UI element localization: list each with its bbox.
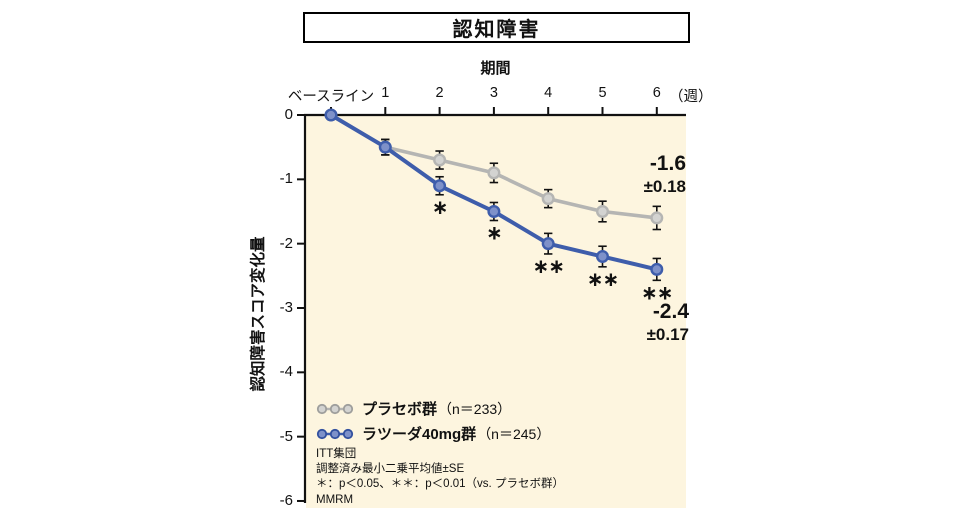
footnote-method: 調整済み最小二乗平均値±SE xyxy=(316,463,465,476)
placebo-legend-marker-icon xyxy=(316,403,354,414)
legend-item-latuda: ラツーダ40mg群 （n＝245） xyxy=(316,421,550,446)
latuda-legend-n: （n＝245） xyxy=(477,425,551,442)
legend: プラセボ群 （n＝233） ラツーダ40mg群 （n＝245） xyxy=(316,396,550,446)
latuda-endpoint-value: -2.4 xyxy=(652,300,689,323)
legend-item-placebo: プラセボ群 （n＝233） xyxy=(316,396,550,421)
latuda-legend-marker-icon xyxy=(316,428,354,439)
significance-marker: ∗ xyxy=(432,197,448,219)
y-tick-label: -5 xyxy=(279,427,293,445)
significance-marker: ∗∗ xyxy=(641,282,673,304)
footnote-population: ITT集団 xyxy=(316,448,357,460)
latuda-data-point xyxy=(378,140,392,154)
placebo-endpoint-annotation: -1.6 ±0.18 xyxy=(644,152,686,198)
y-tick-label: -2 xyxy=(279,234,293,252)
x-tick-label: 4 xyxy=(544,85,553,101)
placebo-data-point xyxy=(433,153,447,167)
latuda-data-point xyxy=(596,250,610,264)
placebo-legend-label: プラセボ群 xyxy=(362,401,438,418)
placebo-data-point xyxy=(596,204,610,218)
x-axis-title: 期間 xyxy=(480,60,511,77)
placebo-endpoint-value: -1.6 xyxy=(649,152,686,175)
significance-marker: ∗∗ xyxy=(587,269,619,291)
x-tick-label: 6 xyxy=(652,85,661,101)
placebo-data-point xyxy=(650,211,664,225)
y-tick-label: -4 xyxy=(279,363,293,381)
x-tick-label: 3 xyxy=(489,85,498,101)
x-tick-label: 5 xyxy=(598,85,607,101)
chart-title: 認知障害 xyxy=(452,19,541,41)
placebo-data-point xyxy=(541,192,555,206)
latuda-data-point xyxy=(324,108,338,122)
y-tick-label: -3 xyxy=(279,298,293,316)
plot-background xyxy=(306,116,686,508)
footnote-significance: ＊：p＜0.05、＊＊：p＜0.01（vs. プラセボ群） xyxy=(316,478,564,491)
y-tick-label: 0 xyxy=(284,106,293,123)
y-tick-label: -6 xyxy=(279,491,293,509)
x-axis-unit: （週） xyxy=(669,89,713,105)
y-tick-label: -1 xyxy=(279,170,293,188)
latuda-data-point xyxy=(650,262,664,276)
footnote-model: MMRM xyxy=(316,493,354,506)
x-tick-label: 2 xyxy=(435,85,444,101)
significance-marker: ∗ xyxy=(486,223,502,245)
latuda-legend-label: ラツーダ40mg群 xyxy=(362,426,477,443)
latuda-data-point xyxy=(541,237,555,251)
latuda-endpoint-se: ±0.17 xyxy=(646,325,689,344)
placebo-data-point xyxy=(487,166,501,180)
footnotes: ITT集団 調整済み最小二乗平均値±SE ＊：p＜0.05、＊＊：p＜0.01（… xyxy=(316,447,564,508)
x-tick-label: ベースライン xyxy=(287,89,375,105)
significance-marker: ∗∗ xyxy=(532,256,564,278)
x-tick-label: 1 xyxy=(381,85,390,101)
latuda-data-point xyxy=(487,204,501,218)
placebo-endpoint-se: ±0.18 xyxy=(643,177,686,196)
latuda-data-point xyxy=(433,179,447,193)
chart-title-box: 認知障害 xyxy=(303,12,690,43)
latuda-endpoint-annotation: -2.4 ±0.17 xyxy=(647,300,689,346)
placebo-legend-n: （n＝233） xyxy=(438,400,512,417)
